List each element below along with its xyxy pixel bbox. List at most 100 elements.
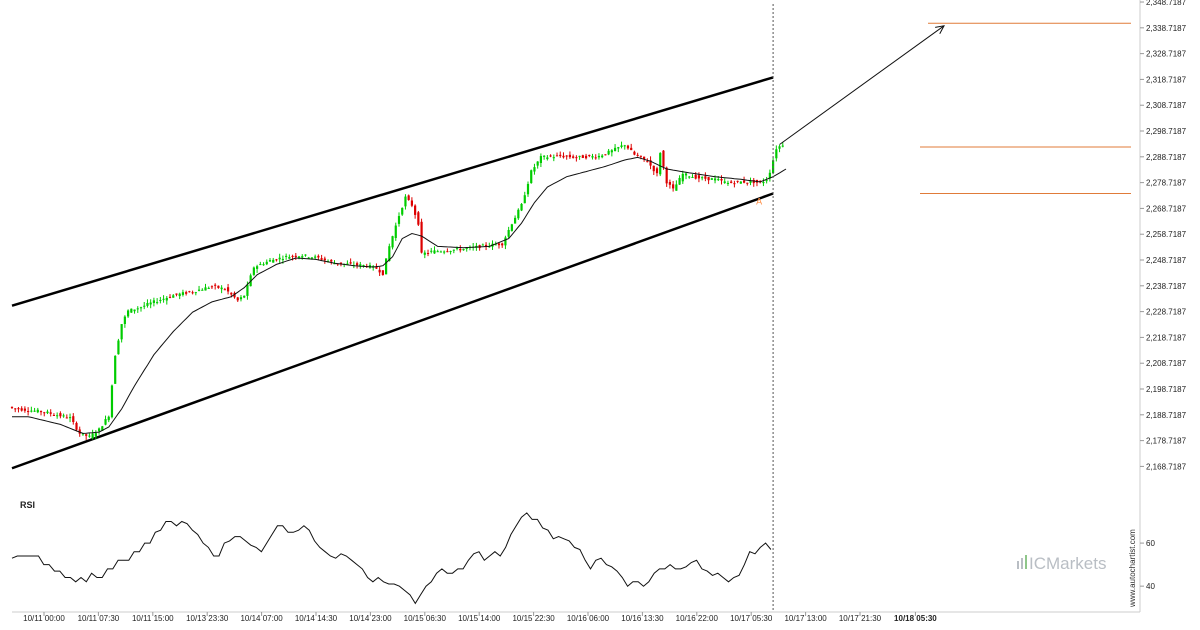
candle-body <box>652 165 655 172</box>
candle-body <box>672 184 675 189</box>
candle-body <box>701 177 704 179</box>
candle-body <box>523 195 526 204</box>
candle-body <box>559 154 562 157</box>
candle-body <box>536 161 539 166</box>
candle-body <box>139 307 143 309</box>
candle-body <box>601 155 604 158</box>
candle-body <box>88 435 91 437</box>
price-tick-label: 2,268.7187 <box>1146 204 1187 213</box>
candle-body <box>304 254 307 256</box>
price-tick-label: 2,338.7187 <box>1146 24 1187 33</box>
candle-body <box>272 259 275 263</box>
candle-body <box>507 229 510 237</box>
candle-body <box>262 264 265 266</box>
candle-body <box>143 305 146 307</box>
time-tick-label: 10/16 13:30 <box>621 614 664 623</box>
candle-body <box>10 406 14 408</box>
candle-body <box>117 340 120 355</box>
candle-body <box>423 252 426 255</box>
channel-lower-line <box>11 192 774 470</box>
candle-body <box>414 205 417 215</box>
price-tick-label: 2,348.7187 <box>1146 0 1187 7</box>
time-axis-ticks: 10/11 00:00 10/11 07:30 10/11 15:00 10/13 2… <box>23 612 937 623</box>
time-tick-label: 10/17 21:30 <box>839 614 882 623</box>
candle-body <box>584 155 588 159</box>
candle-body <box>127 310 130 317</box>
candle-body <box>430 250 433 252</box>
candle-body <box>730 181 733 183</box>
candle-body <box>359 264 362 267</box>
candle-body <box>27 411 30 413</box>
candle-body <box>178 293 181 297</box>
candle-body <box>717 179 720 181</box>
candle-body <box>243 295 246 298</box>
candle-body <box>133 309 136 312</box>
candle-body <box>265 261 268 265</box>
candle-body <box>275 259 278 261</box>
price-candles <box>10 141 784 440</box>
candle-body <box>610 150 613 153</box>
candle-body <box>597 155 601 158</box>
candle-body <box>543 155 546 157</box>
candle-body <box>433 250 436 254</box>
candle-body <box>136 308 139 310</box>
candle-body <box>217 285 220 288</box>
candle-body <box>646 161 649 163</box>
projection-arrow <box>779 25 945 145</box>
candle-body <box>665 167 668 184</box>
candle-body <box>484 244 488 247</box>
candle-body <box>526 183 530 195</box>
candle-body <box>504 237 507 246</box>
candle-body <box>688 176 691 178</box>
price-tick-label: 2,258.7187 <box>1146 230 1187 239</box>
candle-body <box>588 154 591 156</box>
candle-body <box>578 155 581 157</box>
candle-body <box>607 150 610 155</box>
candle-body <box>552 157 555 159</box>
candle-body <box>330 259 333 262</box>
candle-body <box>52 415 56 417</box>
candle-body <box>355 263 359 266</box>
candle-body <box>455 248 459 250</box>
candle-body <box>165 297 168 301</box>
time-tick-label: 10/11 00:00 <box>23 614 65 623</box>
candle-body <box>626 145 630 149</box>
time-tick-label: 10/15 22:30 <box>512 614 555 623</box>
candle-body <box>633 151 636 155</box>
candle-body <box>643 156 646 160</box>
candle-body <box>130 308 133 313</box>
candle-body <box>565 155 568 157</box>
candle-body <box>191 292 194 294</box>
candle-body <box>159 300 162 302</box>
candle-body <box>636 154 639 156</box>
candle-body <box>594 157 597 159</box>
candle-body <box>207 287 210 289</box>
candle-body <box>375 266 378 269</box>
candle-body <box>720 178 723 181</box>
moving-average-line <box>12 156 787 434</box>
candle-body <box>426 253 430 255</box>
candle-body <box>620 145 623 147</box>
candle-body <box>684 173 688 176</box>
candle-body <box>101 426 104 431</box>
candle-body <box>617 147 620 149</box>
time-tick-label: 10/16 06:00 <box>567 614 610 623</box>
candle-body <box>91 433 94 439</box>
candle-body <box>39 411 43 413</box>
candle-body <box>746 182 749 184</box>
candle-body <box>172 295 175 298</box>
candle-body <box>462 249 465 251</box>
candle-body <box>765 180 768 182</box>
candle-body <box>762 181 765 184</box>
candle-body <box>123 316 126 324</box>
channel-upper-line <box>11 76 774 307</box>
candle-body <box>630 147 633 151</box>
price-tick-label: 2,168.7187 <box>1146 462 1187 471</box>
candle-body <box>68 417 72 419</box>
candle-body <box>14 408 17 410</box>
price-tick-label: 2,228.7187 <box>1146 308 1187 317</box>
candle-body <box>555 155 559 157</box>
candle-body <box>62 415 65 417</box>
candle-body <box>297 256 301 258</box>
candle-body <box>768 172 771 179</box>
